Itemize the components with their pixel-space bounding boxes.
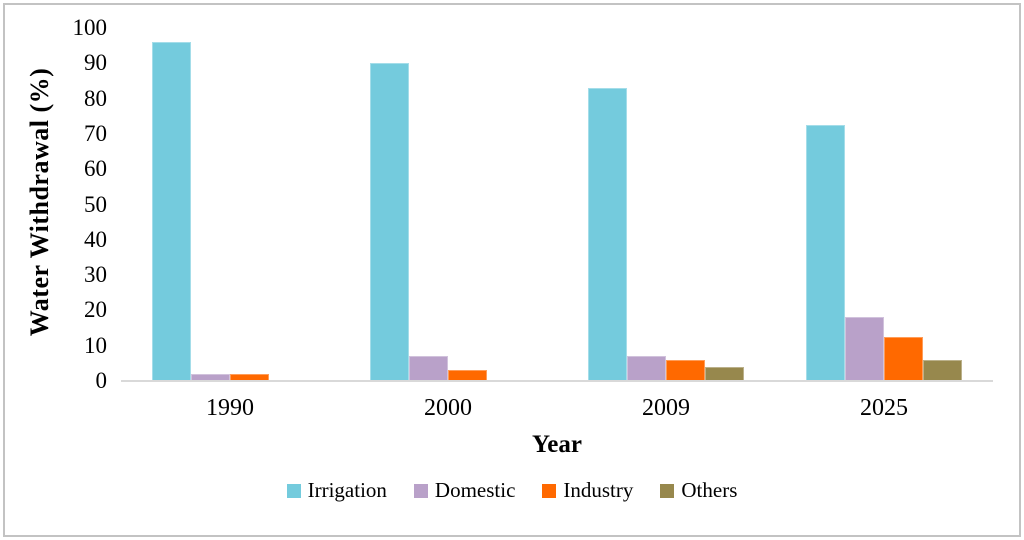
- bar-irrigation-1990: [152, 42, 191, 381]
- bar-industry-1990: [230, 373, 269, 381]
- bar-domestic-1990: [191, 373, 230, 381]
- y-tick-label: 30: [84, 262, 107, 288]
- legend-item-domestic: Domestic: [413, 478, 516, 503]
- x-tick-label-2000: 2000: [424, 395, 472, 421]
- legend-item-irrigation: Irrigation: [286, 478, 387, 503]
- legend-swatch-icon: [542, 483, 557, 498]
- legend: Irrigation Domestic Industry Others: [0, 478, 1024, 503]
- y-tick-label: 100: [72, 15, 108, 40]
- y-tick-label: 90: [84, 50, 107, 76]
- bar-others-2025: [923, 359, 962, 381]
- bar-industry-2009: [666, 359, 705, 381]
- bar-domestic-2025: [845, 317, 884, 381]
- legend-label: Others: [681, 478, 738, 502]
- x-tick-label-2025: 2025: [860, 395, 908, 421]
- x-axis-title: Year: [532, 431, 582, 458]
- y-tick-label: 70: [84, 120, 107, 146]
- legend-label: Domestic: [434, 478, 516, 502]
- legend-swatch-icon: [413, 483, 428, 498]
- legend-swatch-icon: [660, 483, 675, 498]
- legend-label: Industry: [563, 478, 634, 502]
- legend-item-others: Others: [660, 478, 737, 503]
- bar-irrigation-2009: [588, 88, 627, 381]
- bar-domestic-2000: [409, 356, 448, 381]
- y-tick-label: 20: [84, 297, 107, 323]
- y-tick-label: 60: [84, 156, 107, 182]
- legend-item-industry: Industry: [542, 478, 633, 503]
- legend-swatch-icon: [286, 483, 301, 498]
- y-tick-label: 40: [84, 226, 107, 252]
- bar-irrigation-2025: [806, 125, 845, 381]
- y-tick-label: 80: [84, 85, 107, 111]
- bar-industry-2000: [448, 370, 487, 381]
- bar-others-2009: [705, 366, 744, 381]
- y-tick-label: 10: [84, 332, 107, 358]
- legend-label: Irrigation: [307, 478, 387, 502]
- x-tick-label-2009: 2009: [642, 395, 690, 421]
- bar-irrigation-2000: [370, 63, 409, 381]
- bar-industry-2025: [884, 336, 923, 381]
- bar-domestic-2009: [627, 356, 666, 381]
- x-tick-label-1990: 1990: [206, 395, 254, 421]
- y-tick-label: 0: [95, 368, 108, 393]
- x-axis-line: [121, 380, 993, 382]
- y-tick-label: 50: [84, 191, 107, 217]
